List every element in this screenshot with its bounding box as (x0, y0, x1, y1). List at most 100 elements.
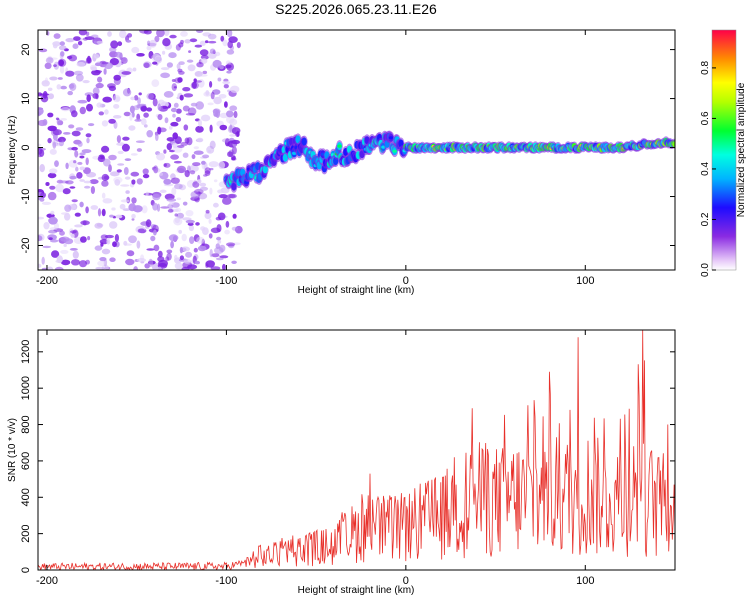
noise-blob (69, 175, 77, 180)
noise-blob (157, 250, 163, 258)
noise-blob (213, 113, 219, 117)
noise-blob (187, 264, 198, 270)
noise-blob (54, 222, 59, 231)
noise-blob (103, 175, 110, 180)
noise-blob (124, 176, 131, 180)
noise-blob (131, 197, 137, 204)
noise-blob (159, 172, 164, 176)
noise-blob (79, 155, 85, 159)
noise-blob (113, 74, 121, 81)
noise-blob (147, 40, 151, 46)
noise-blob (153, 229, 157, 236)
noise-blob (231, 226, 239, 231)
noise-blob (165, 256, 170, 262)
noise-blob (41, 201, 52, 205)
noise-blob (235, 131, 240, 137)
noise-blob (178, 229, 182, 234)
noise-blob (47, 87, 53, 92)
noise-blob (58, 45, 67, 51)
noise-blob (117, 150, 124, 155)
noise-blob (205, 260, 215, 268)
noise-blob (98, 111, 105, 116)
noise-blob (72, 43, 79, 49)
signal-core (337, 144, 342, 148)
noise-blob (94, 222, 103, 229)
noise-blob (146, 248, 155, 251)
signal-body (301, 137, 307, 146)
noise-blob (184, 170, 190, 178)
noise-blob (215, 243, 220, 250)
noise-blob (60, 85, 67, 90)
noise-blob (131, 218, 135, 221)
noise-blob (151, 53, 161, 62)
noise-blob (207, 33, 217, 40)
noise-blob (60, 259, 71, 266)
noise-blob (219, 244, 226, 253)
noise-blob (181, 246, 190, 252)
noise-blob (95, 82, 104, 89)
noise-blob (121, 143, 130, 152)
noise-blob (169, 34, 177, 39)
noise-blob (38, 48, 48, 53)
noise-blob (140, 254, 145, 261)
noise-blob (162, 50, 166, 55)
noise-blob (217, 189, 224, 194)
noise-blob (229, 134, 236, 137)
noise-blob (193, 247, 198, 253)
noise-blob (151, 79, 160, 87)
signal-body (262, 165, 268, 174)
noise-blob (132, 67, 137, 72)
noise-blob (204, 212, 212, 220)
noise-blob (131, 213, 136, 219)
noise-blob (194, 260, 200, 265)
noise-blob (39, 197, 45, 202)
snr-ytick-label: 1200 (20, 340, 32, 364)
noise-blob (198, 74, 208, 77)
noise-blob (175, 207, 182, 213)
noise-blob (56, 255, 63, 264)
noise-blob (173, 160, 182, 164)
noise-blob (75, 73, 84, 82)
figure-title: S225.2026.065.23.11.E26 (275, 1, 437, 17)
noise-blob (226, 242, 236, 247)
noise-blob (192, 181, 200, 188)
noise-blob (131, 46, 140, 54)
noise-blob (60, 236, 70, 242)
noise-blob (132, 205, 143, 213)
noise-blob (134, 95, 139, 101)
noise-blob (77, 161, 83, 165)
noise-blob (137, 228, 146, 234)
snr-frame (37, 329, 676, 571)
noise-blob (189, 236, 195, 245)
spec-ytick-label: 10 (20, 92, 32, 104)
noise-blob (226, 70, 232, 74)
spec-ytick-label: 20 (20, 43, 32, 55)
noise-blob (182, 217, 192, 221)
noise-blob (167, 203, 174, 209)
noise-blob (79, 260, 87, 268)
noise-blob (136, 240, 141, 249)
noise-blob (166, 62, 173, 68)
noise-blob (49, 76, 58, 81)
noise-blob (185, 219, 195, 224)
noise-blob (38, 235, 43, 242)
noise-blob (193, 146, 199, 150)
noise-blob (130, 96, 135, 101)
noise-blob (167, 208, 174, 213)
noise-blob (209, 187, 213, 195)
signal-body (282, 153, 288, 162)
noise-blob (131, 179, 136, 185)
noise-blob (49, 148, 57, 155)
noise-blob (170, 107, 178, 113)
noise-blob (48, 216, 58, 225)
noise-blob (176, 108, 182, 114)
noise-blob (190, 102, 198, 107)
noise-blob (46, 266, 54, 270)
noise-blob (56, 84, 62, 90)
noise-blob (141, 205, 148, 214)
noise-blob (111, 207, 116, 211)
noise-blob (174, 254, 178, 261)
noise-blob (102, 198, 113, 204)
noise-blob (63, 132, 71, 135)
noise-blob (41, 80, 49, 84)
